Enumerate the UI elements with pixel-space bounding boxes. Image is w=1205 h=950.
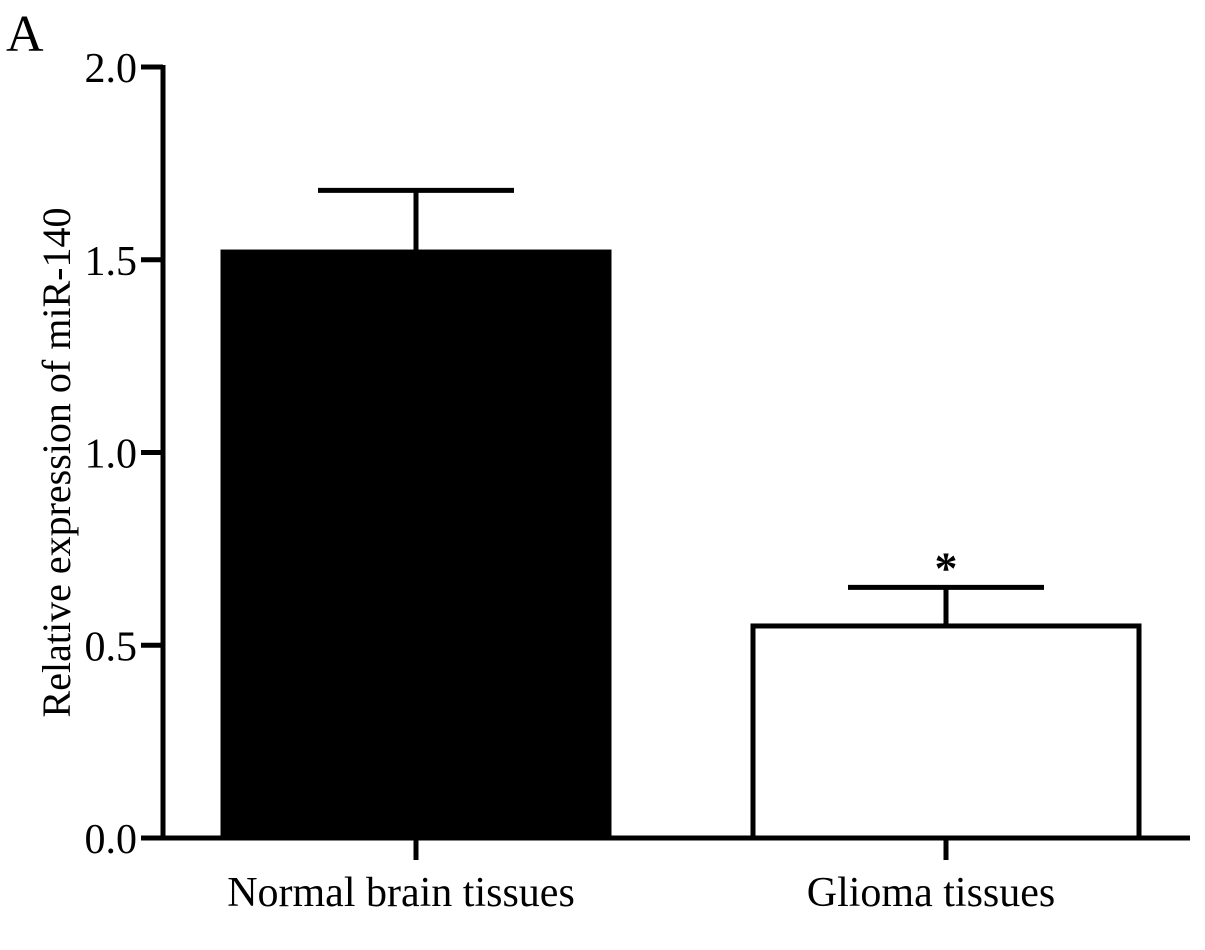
y-axis-label: Relative expression of miR-140 (34, 208, 79, 718)
y-tick-label: 0.0 (85, 817, 138, 863)
panel-label: A (6, 6, 44, 63)
y-tick-label: 1.5 (85, 239, 138, 285)
tick-labels: 0.0 0.5 1.0 1.5 2.0 Normal brain tissues Gliom… (85, 46, 1056, 916)
x-tick-label: Glioma tissues (807, 870, 1056, 916)
bar (220, 249, 612, 841)
y-tick-label: 2.0 (85, 46, 138, 92)
significance-marker: * (935, 542, 958, 593)
bars (220, 187, 1142, 841)
y-tick-label: 0.5 (85, 624, 138, 670)
x-tick-label: Normal brain tissues (227, 870, 575, 916)
bar (750, 623, 1142, 841)
y-tick-label: 1.0 (85, 432, 138, 478)
